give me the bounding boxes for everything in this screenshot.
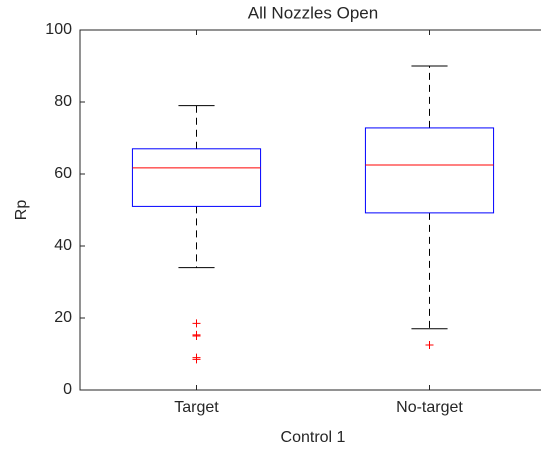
y-tick-label: 0 — [63, 381, 72, 398]
x-axis-label: Control 1 — [281, 429, 346, 446]
x-tick-label: No-target — [396, 399, 463, 416]
outlier — [192, 355, 201, 364]
outlier — [192, 319, 201, 328]
outlier — [425, 341, 434, 349]
x-tick-label: Target — [174, 399, 219, 416]
axes-box — [79, 29, 541, 391]
box — [364, 127, 495, 214]
y-tick-label: 40 — [54, 237, 72, 254]
outlier — [192, 332, 201, 340]
y-tick-label: 80 — [54, 93, 72, 110]
y-tick-label: 60 — [54, 165, 72, 182]
y-tick-label: 100 — [45, 21, 72, 38]
box — [131, 148, 262, 207]
chart-title: All Nozzles Open — [248, 3, 378, 22]
y-tick-label: 20 — [54, 309, 72, 326]
y-axis-label: Rp — [13, 200, 30, 221]
